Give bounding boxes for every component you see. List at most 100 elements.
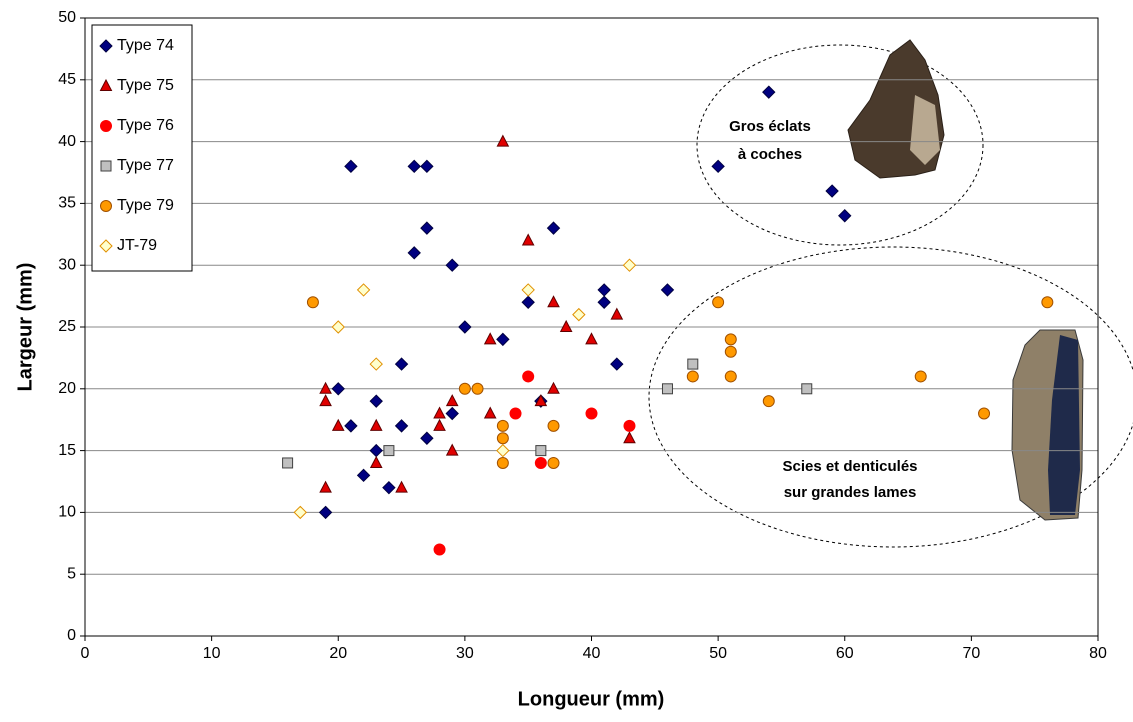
plot-frame — [84, 17, 1099, 637]
square-marker — [535, 445, 547, 457]
circle-marker — [585, 407, 598, 420]
diamond-marker — [420, 431, 434, 445]
diamond-marker — [572, 307, 586, 322]
diamond-marker — [597, 295, 611, 309]
group-ellipse — [696, 44, 984, 246]
triangle-marker — [623, 431, 636, 444]
diamond-marker — [546, 221, 561, 235]
circle-marker — [724, 333, 737, 346]
diamond-marker — [407, 159, 421, 174]
diamond-marker — [99, 39, 113, 53]
diamond-marker — [458, 320, 472, 334]
triangle-marker — [521, 233, 535, 246]
legend-label: JT-79 — [117, 237, 157, 254]
diamond-marker — [622, 258, 637, 272]
circle-marker — [914, 370, 927, 383]
circle-marker — [496, 432, 509, 445]
circle-marker — [534, 456, 547, 469]
y-tick-label: 5 — [67, 565, 76, 582]
legend-label: Type 74 — [117, 37, 174, 54]
x-tick-label: 60 — [836, 645, 854, 662]
diamond-marker — [445, 258, 459, 272]
circle-marker — [496, 419, 509, 432]
diamond-marker — [331, 320, 345, 334]
diamond-marker — [521, 295, 535, 309]
artifact-image — [910, 95, 940, 165]
annotation: sur grandes lames — [784, 484, 917, 501]
triangle-marker — [534, 394, 548, 407]
x-tick-label: 0 — [81, 645, 90, 662]
triangle-marker — [610, 307, 624, 320]
x-tick-label: 40 — [583, 645, 601, 662]
x-tick-label: 20 — [329, 645, 347, 662]
triangle-marker — [319, 381, 332, 394]
y-tick-label: 20 — [58, 380, 76, 397]
square-marker — [383, 445, 395, 457]
triangle-marker — [585, 332, 598, 345]
circle-marker — [306, 296, 319, 309]
circle-marker — [724, 345, 737, 358]
diamond-marker — [99, 239, 113, 253]
legend-label: Type 75 — [117, 77, 174, 94]
square-marker — [687, 358, 699, 370]
square-marker — [100, 160, 112, 172]
diamond-marker — [597, 283, 611, 297]
diamond-marker — [344, 419, 358, 433]
y-tick-label: 45 — [58, 71, 76, 88]
legend-box — [91, 24, 193, 272]
diamond-marker — [356, 468, 371, 483]
diamond-marker — [660, 283, 675, 297]
circle-marker — [1041, 296, 1054, 309]
circle-marker — [712, 296, 725, 309]
triangle-marker — [547, 381, 560, 394]
x-tick-label: 50 — [709, 645, 727, 662]
circle-marker — [471, 382, 484, 395]
y-tick-label: 35 — [58, 195, 76, 212]
circle-marker — [522, 370, 535, 383]
triangle-marker — [99, 78, 113, 91]
legend-label: Type 77 — [117, 157, 174, 174]
y-tick-label: 25 — [58, 318, 76, 335]
circle-marker — [458, 382, 471, 395]
circle-marker — [762, 395, 775, 408]
circle-marker — [496, 456, 509, 469]
diamond-marker — [496, 443, 510, 458]
y-tick-label: 50 — [58, 9, 76, 26]
diamond-marker — [445, 406, 459, 421]
triangle-marker — [483, 406, 497, 419]
diamond-marker — [407, 246, 421, 260]
square-marker — [801, 383, 813, 395]
circle-marker — [547, 456, 560, 469]
x-tick-label: 10 — [203, 645, 221, 662]
x-tick-label: 30 — [456, 645, 474, 662]
legend-label: Type 79 — [117, 197, 174, 214]
triangle-marker — [496, 134, 510, 147]
y-tick-label: 40 — [58, 133, 76, 150]
diamond-marker — [610, 357, 624, 371]
triangle-marker — [369, 455, 383, 468]
diamond-marker — [344, 159, 358, 174]
diamond-marker — [394, 357, 409, 371]
triangle-marker — [369, 418, 383, 431]
y-tick-label: 0 — [67, 627, 76, 644]
diamond-marker — [496, 332, 510, 347]
triangle-marker — [433, 418, 446, 431]
circle-marker — [100, 120, 112, 132]
diamond-marker — [369, 394, 383, 408]
circle-marker — [686, 370, 699, 383]
diamond-marker — [420, 221, 434, 235]
triangle-marker — [445, 443, 459, 456]
triangle-marker — [319, 480, 332, 493]
annotation: Scies et denticulés — [782, 458, 917, 475]
y-tick-label: 15 — [58, 442, 76, 459]
y-tick-label: 10 — [58, 504, 76, 521]
y-axis-title: Largeur (mm) — [14, 263, 36, 392]
square-marker — [661, 383, 673, 395]
x-tick-label: 80 — [1089, 645, 1107, 662]
diamond-marker — [331, 382, 345, 396]
diamond-marker — [521, 283, 535, 297]
y-tick-label: 30 — [58, 256, 76, 273]
annotation: Gros éclats — [729, 118, 811, 135]
group-ellipse — [648, 246, 1133, 548]
